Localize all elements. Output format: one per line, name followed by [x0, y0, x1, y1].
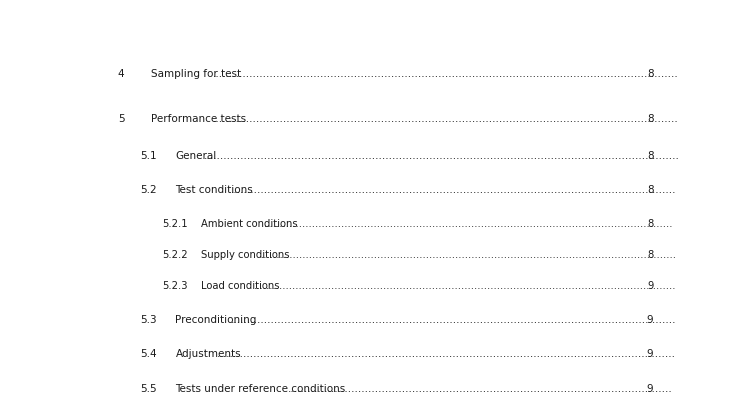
Text: Preconditioning: Preconditioning [176, 315, 257, 325]
Text: ................................................................................: ........................................… [213, 69, 679, 79]
Text: 5.4: 5.4 [141, 348, 157, 359]
Text: 5.2.1: 5.2.1 [162, 219, 187, 229]
Text: 4: 4 [118, 69, 124, 79]
Text: 5.2.2: 5.2.2 [162, 249, 187, 260]
Text: Load conditions: Load conditions [201, 281, 279, 290]
Text: ................................................................................: ........................................… [260, 249, 676, 260]
Text: Sampling for test: Sampling for test [150, 69, 241, 79]
Text: ................................................................................: ........................................… [254, 281, 676, 290]
Text: Performance tests: Performance tests [150, 114, 246, 124]
Text: 9: 9 [647, 382, 653, 393]
Text: Test conditions: Test conditions [176, 185, 253, 195]
Text: 5.2.3: 5.2.3 [162, 281, 187, 290]
Text: 8: 8 [647, 219, 653, 229]
Text: 8: 8 [647, 69, 653, 79]
Text: 5.5: 5.5 [141, 382, 157, 393]
Text: 9: 9 [647, 315, 653, 325]
Text: 5.2: 5.2 [141, 185, 157, 195]
Text: Tests under reference conditions: Tests under reference conditions [176, 382, 346, 393]
Text: Supply conditions: Supply conditions [201, 249, 289, 260]
Text: Adjustments: Adjustments [176, 348, 241, 359]
Text: General: General [176, 151, 217, 161]
Text: 8: 8 [647, 114, 653, 124]
Text: 8: 8 [647, 185, 653, 195]
Text: ................................................................................: ........................................… [204, 151, 679, 161]
Text: ................................................................................: ........................................… [263, 219, 673, 229]
Text: ................................................................................: ........................................… [231, 185, 676, 195]
Text: 8: 8 [647, 151, 653, 161]
Text: 9: 9 [647, 281, 653, 290]
Text: ................................................................................: ........................................… [217, 348, 676, 359]
Text: 5.1: 5.1 [141, 151, 157, 161]
Text: 9: 9 [647, 348, 653, 359]
Text: 5: 5 [118, 114, 124, 124]
Text: ................................................................................: ........................................… [231, 315, 676, 325]
Text: 5.3: 5.3 [141, 315, 157, 325]
Text: ................................................................................: ........................................… [288, 382, 673, 393]
Text: 8: 8 [647, 249, 653, 260]
Text: Ambient conditions: Ambient conditions [201, 219, 298, 229]
Text: ................................................................................: ........................................… [213, 114, 679, 124]
